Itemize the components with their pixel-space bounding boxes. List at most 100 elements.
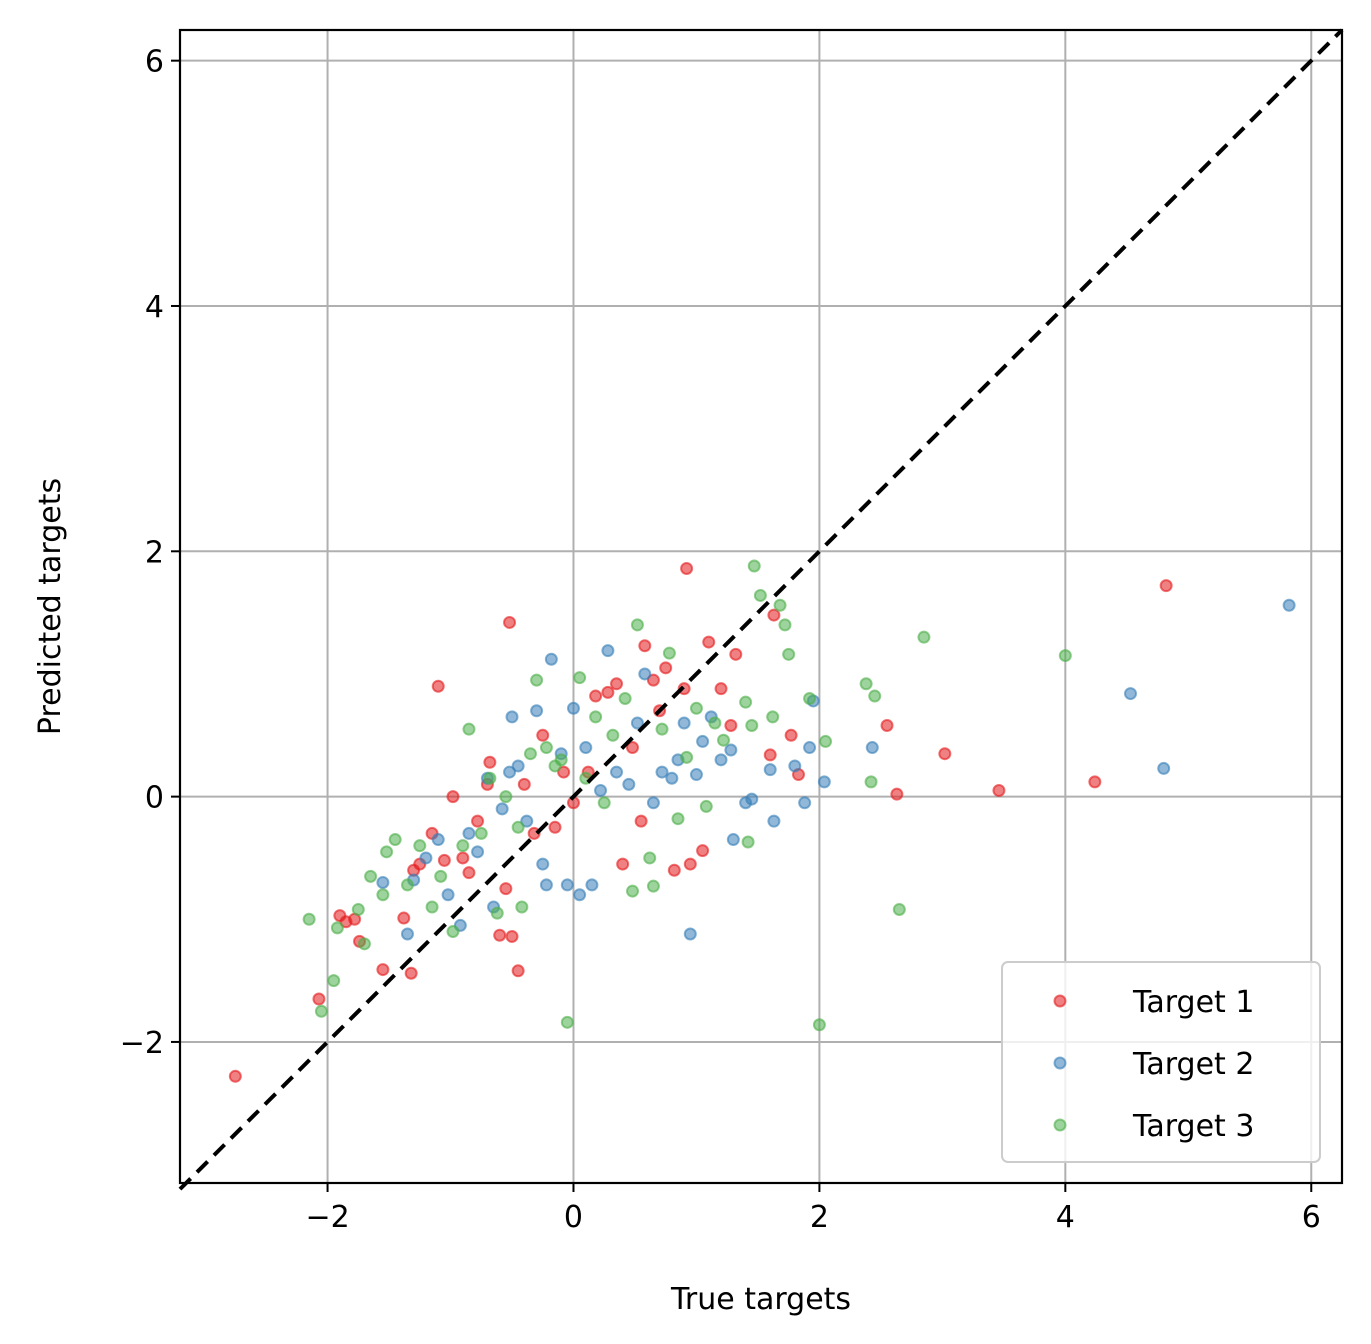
data-point — [400, 927, 414, 941]
data-point — [302, 912, 316, 926]
data-point — [788, 759, 802, 773]
data-point — [314, 1004, 328, 1018]
data-point — [655, 722, 669, 736]
data-point — [503, 765, 517, 779]
data-point — [397, 911, 411, 925]
legend-label: Target 3 — [1132, 1109, 1254, 1144]
data-point — [683, 927, 697, 941]
legend-marker — [1053, 994, 1067, 1008]
data-point — [471, 814, 485, 828]
data-point — [594, 783, 608, 797]
data-point — [741, 835, 755, 849]
data-point — [610, 677, 624, 691]
data-point — [523, 747, 537, 761]
data-point — [483, 755, 497, 769]
data-point — [511, 759, 525, 773]
series-group — [228, 561, 1173, 1083]
data-point — [419, 851, 433, 865]
y-tick-label: 2 — [145, 535, 164, 570]
data-point — [696, 734, 710, 748]
data-point — [228, 1069, 242, 1083]
data-point — [716, 733, 730, 747]
data-point — [659, 661, 673, 675]
data-point — [1282, 598, 1296, 612]
legend-label: Target 1 — [1132, 985, 1254, 1020]
series-group — [302, 559, 1072, 1032]
data-point — [773, 598, 787, 612]
data-point — [699, 799, 713, 813]
data-point — [729, 647, 743, 661]
data-point — [380, 845, 394, 859]
data-point — [573, 671, 587, 685]
data-point — [471, 845, 485, 859]
x-tick-label: 2 — [810, 1200, 829, 1235]
data-point — [683, 857, 697, 871]
y-tick-label: 0 — [145, 781, 164, 816]
data-point — [601, 644, 615, 658]
data-point — [437, 853, 451, 867]
data-point — [798, 796, 812, 810]
data-point — [739, 695, 753, 709]
data-point — [520, 814, 534, 828]
data-point — [312, 992, 326, 1006]
data-point — [864, 775, 878, 789]
data-point — [579, 741, 593, 755]
data-point — [689, 768, 703, 782]
data-point — [446, 790, 460, 804]
x-tick-label: 4 — [1056, 1200, 1075, 1235]
y-tick-label: −2 — [120, 1026, 164, 1061]
data-point — [493, 928, 507, 942]
data-point — [643, 851, 657, 865]
data-point — [880, 718, 894, 732]
data-point — [462, 866, 476, 880]
x-tick-label: −2 — [305, 1200, 349, 1235]
data-point — [626, 741, 640, 755]
data-point — [763, 763, 777, 777]
data-point — [330, 921, 344, 935]
data-point — [431, 679, 445, 693]
axis-ticks: −2 0 2 4 6 −2 0 2 4 6 — [120, 45, 1321, 1235]
y-tick-label: 6 — [145, 45, 164, 80]
data-point — [511, 964, 525, 978]
data-point — [680, 750, 694, 764]
data-point — [462, 722, 476, 736]
data-point — [767, 608, 781, 622]
data-point — [708, 716, 722, 730]
data-point — [327, 974, 341, 988]
data-point — [616, 857, 630, 871]
data-point — [1157, 761, 1171, 775]
data-point — [784, 728, 798, 742]
data-point — [665, 771, 679, 785]
data-point — [865, 741, 879, 755]
data-point — [767, 814, 781, 828]
data-point — [745, 792, 759, 806]
data-point — [812, 1018, 826, 1032]
data-point — [667, 863, 681, 877]
data-point — [376, 875, 390, 889]
data-point — [892, 902, 906, 916]
data-point — [726, 833, 740, 847]
data-point — [1159, 579, 1173, 593]
data-point — [503, 615, 517, 629]
data-point — [610, 765, 624, 779]
data-point — [456, 851, 470, 865]
data-point — [803, 741, 817, 755]
data-point — [364, 869, 378, 883]
data-point — [357, 937, 371, 951]
x-tick-label: 6 — [1302, 1200, 1321, 1235]
data-point — [499, 882, 513, 896]
data-point — [505, 710, 519, 724]
data-point — [554, 753, 568, 767]
y-axis-label: Predicted targets — [33, 478, 68, 735]
data-point — [388, 833, 402, 847]
legend: Target 1 Target 2 Target 3 — [1001, 961, 1321, 1163]
data-point — [606, 728, 620, 742]
y-tick-label: 4 — [145, 290, 164, 325]
data-point — [696, 844, 710, 858]
data-point — [515, 900, 529, 914]
data-point — [689, 701, 703, 715]
data-point — [400, 878, 414, 892]
data-points — [228, 559, 1296, 1083]
data-point — [890, 787, 904, 801]
plot-area-frame — [178, 28, 1344, 1185]
